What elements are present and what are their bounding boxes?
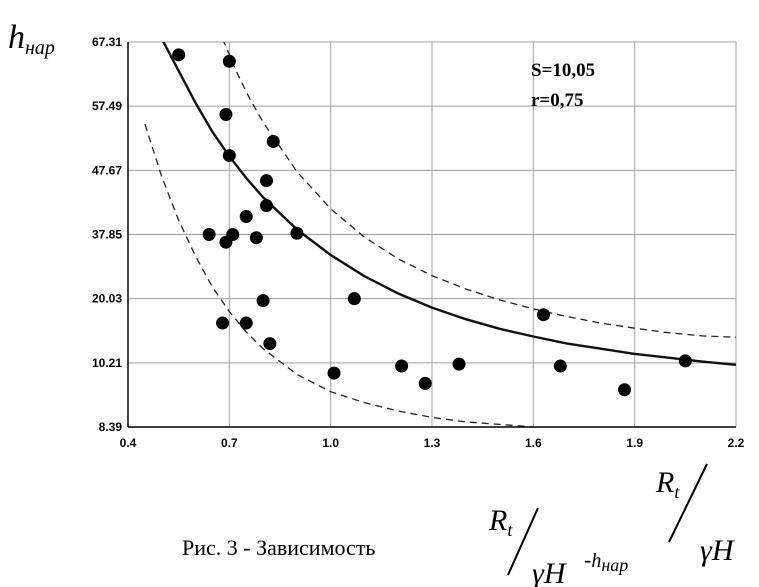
data-point-17	[263, 337, 277, 351]
x-axis-label-denominator: γH	[700, 534, 736, 567]
confidence-bands	[144, 42, 736, 427]
caption-frac-numerator: Rt	[488, 504, 513, 540]
caption-dash: -	[584, 547, 591, 572]
x-axis-label-slash	[668, 463, 708, 543]
caption-frac-denominator: γH	[532, 557, 568, 587]
data-point-5	[259, 174, 273, 188]
data-point-23	[553, 359, 567, 373]
data-point-13	[256, 294, 270, 308]
data-point-8	[202, 228, 216, 241]
x-tick-label-3: 1.3	[424, 436, 441, 450]
x-tick-label-5: 1.9	[626, 436, 643, 450]
stat-s: S=10,05	[531, 60, 595, 81]
caption-suffix: -hнар	[584, 547, 628, 575]
data-point-2	[219, 108, 233, 122]
data-point-10	[219, 235, 233, 249]
data-point-21	[452, 357, 466, 371]
x-label-num-main: R	[655, 466, 674, 499]
axes	[127, 42, 736, 428]
y-tick-label-1: 10.21	[92, 356, 122, 370]
data-point-3	[222, 149, 236, 163]
caption-frac-slash	[507, 507, 539, 576]
grid	[127, 41, 737, 428]
data-point-7	[239, 210, 253, 224]
data-point-0	[172, 48, 186, 62]
y-tick-label-4: 47.67	[92, 163, 122, 177]
caption-num-main: R	[488, 504, 507, 537]
x-axis-label-numerator: Rt	[655, 466, 680, 502]
y-tick-label-5: 57.49	[92, 99, 122, 113]
caption-h-sub: нар	[601, 555, 628, 575]
y-tick-label-2: 20.03	[92, 292, 122, 306]
figure-caption: Рис. 3 - Зависимость Rt γH -hнар	[182, 504, 628, 587]
data-point-11	[249, 231, 263, 245]
y-axis-label: hнар	[8, 19, 55, 59]
data-point-4	[266, 134, 280, 148]
data-point-15	[216, 316, 230, 330]
x-tick-label-1: 0.7	[221, 436, 238, 450]
x-tick-label-2: 1.0	[322, 436, 339, 450]
x-tick-label-0: 0.4	[120, 436, 137, 450]
x-tick-label-6: 2.2	[728, 436, 745, 450]
y-axis-label-main: h	[8, 19, 25, 56]
x-tick-label-4: 1.6	[525, 436, 542, 450]
fit-curve	[162, 42, 736, 366]
data-points	[172, 48, 692, 397]
caption-num-sub: t	[507, 520, 513, 540]
caption-h: h	[591, 550, 601, 572]
data-point-24	[618, 383, 632, 397]
data-point-19	[395, 359, 409, 373]
y-axis-label-sub: нар	[25, 37, 55, 59]
data-point-22	[536, 308, 550, 322]
x-label-num-sub: t	[674, 482, 680, 502]
caption-prefix: Рис. 3 - Зависимость	[182, 535, 375, 560]
stat-r: r=0,75	[531, 90, 584, 111]
data-point-20	[418, 376, 432, 390]
y-tick-label-3: 37.85	[92, 228, 122, 242]
data-point-16	[239, 316, 253, 330]
upper-confidence-band	[223, 42, 736, 338]
data-point-6	[259, 199, 273, 213]
y-tick-label-0: 8.39	[99, 420, 123, 434]
data-point-14	[347, 292, 361, 306]
data-point-12	[290, 226, 304, 240]
x-axis-label: Rt γH	[655, 463, 736, 567]
data-point-18	[327, 366, 341, 380]
tick-labels: 0.4 0.7 1.0 1.3 1.6 1.9 2.2 8.39 10.21 20.03 37.85…	[92, 35, 745, 450]
data-point-1	[222, 54, 236, 68]
y-tick-label-6: 67.31	[92, 35, 122, 49]
lower-confidence-band	[144, 123, 534, 427]
data-point-25	[678, 354, 692, 368]
regression-curve	[162, 42, 736, 366]
